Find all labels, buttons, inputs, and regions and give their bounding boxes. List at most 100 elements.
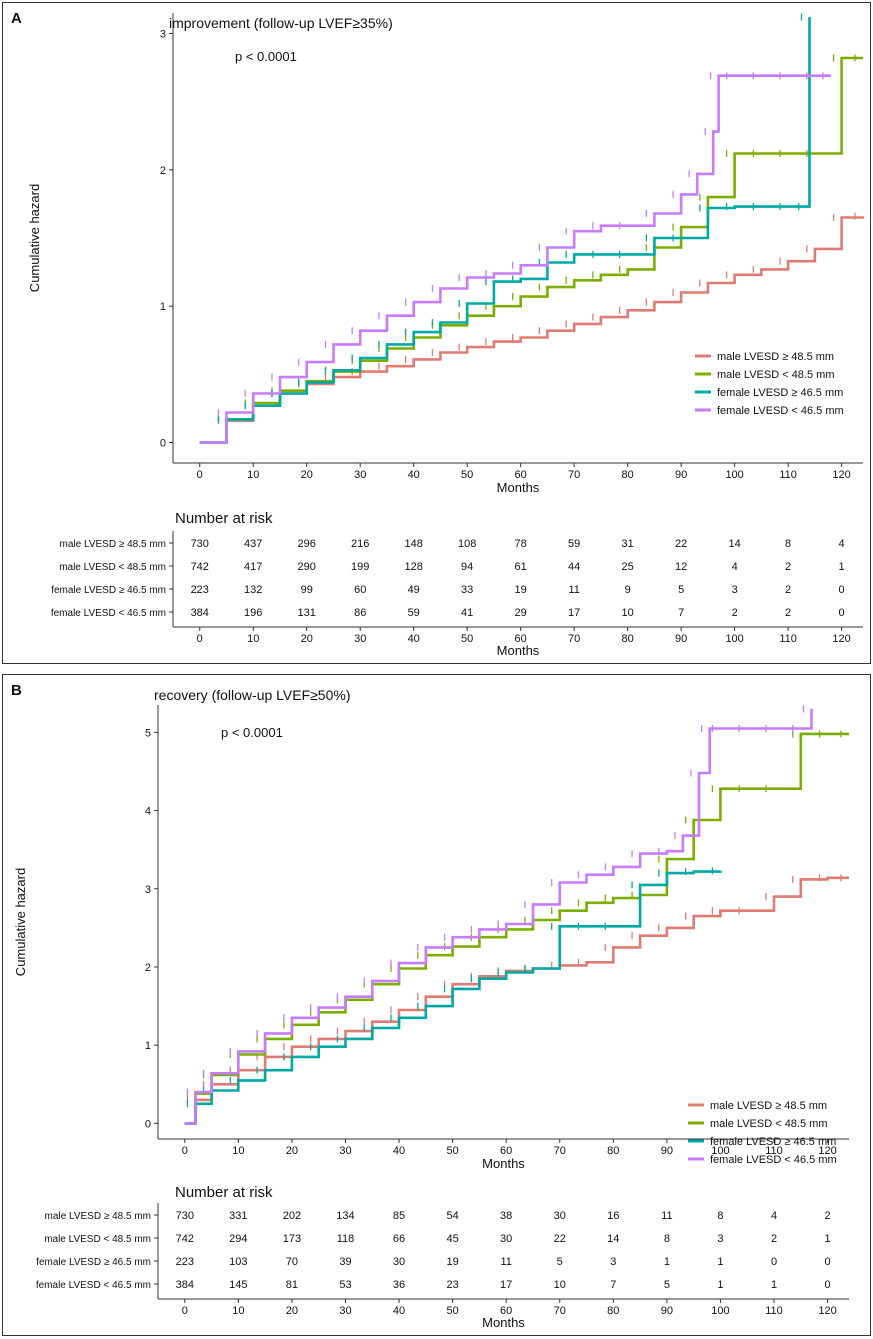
- risk-cell: 16: [607, 1210, 619, 1222]
- risk-cell: 14: [729, 538, 741, 550]
- risk-cell: 742: [191, 561, 209, 573]
- risk-cell: 2: [785, 607, 791, 619]
- risk-cell: 5: [664, 1279, 670, 1291]
- x-tick-label: 90: [675, 469, 687, 481]
- risk-cell: 296: [298, 538, 316, 550]
- risk-x-tick-label: 80: [607, 1305, 619, 1317]
- risk-cell: 196: [244, 607, 262, 619]
- risk-x-tick-label: 40: [393, 1305, 405, 1317]
- x-tick-label: 20: [301, 469, 313, 481]
- x-tick-label: 80: [607, 1145, 619, 1157]
- risk-x-tick-label: 20: [286, 1305, 298, 1317]
- risk-cell: 4: [839, 538, 845, 550]
- risk-cell: 25: [622, 561, 634, 573]
- risk-cell: 128: [405, 561, 423, 573]
- legend-label: male LVESD < 48.5 mm: [710, 1118, 827, 1130]
- risk-x-tick-label: 110: [765, 1305, 783, 1317]
- risk-x-tick-label: 20: [301, 633, 313, 645]
- risk-cell: 384: [176, 1279, 194, 1291]
- risk-cell: 730: [176, 1210, 194, 1222]
- risk-x-tick-label: 80: [622, 633, 634, 645]
- risk-cell: 41: [461, 607, 473, 619]
- risk-cell: 1: [825, 1233, 831, 1245]
- risk-cell: 1: [839, 561, 845, 573]
- x-tick-label: 120: [832, 469, 850, 481]
- panel-label: B: [11, 682, 22, 699]
- risk-cell: 216: [351, 538, 369, 550]
- y-tick-label: 5: [145, 727, 151, 739]
- risk-cell: 53: [339, 1279, 351, 1291]
- risk-cell: 223: [191, 584, 209, 596]
- risk-cell: 1: [717, 1256, 723, 1268]
- risk-cell: 118: [337, 1233, 355, 1245]
- risk-cell: 417: [244, 561, 262, 573]
- series-line-female_lt: [199, 74, 831, 444]
- risk-cell: 66: [393, 1233, 405, 1245]
- risk-x-tick-label: 110: [779, 633, 797, 645]
- y-tick-label: 2: [145, 962, 151, 974]
- x-tick-label: 120: [818, 1145, 836, 1157]
- risk-cell: 8: [664, 1233, 670, 1245]
- risk-x-tick-label: 70: [568, 633, 580, 645]
- risk-cell: 5: [678, 584, 684, 596]
- risk-x-tick-label: 0: [197, 633, 203, 645]
- risk-x-tick-label: 50: [446, 1305, 458, 1317]
- risk-cell: 59: [408, 607, 420, 619]
- p-value: p < 0.0001: [235, 49, 297, 64]
- x-tick-label: 50: [446, 1145, 458, 1157]
- risk-row-label: female LVESD < 46.5 mm: [36, 1280, 151, 1291]
- risk-cell: 11: [568, 584, 579, 596]
- risk-cell: 145: [229, 1279, 247, 1291]
- x-tick-label: 10: [247, 469, 259, 481]
- risk-table-title: Number at risk: [175, 1184, 273, 1201]
- risk-x-tick-label: 30: [339, 1305, 351, 1317]
- risk-row-label: male LVESD ≥ 48.5 mm: [60, 539, 166, 550]
- x-tick-label: 80: [622, 469, 634, 481]
- risk-cell: 2: [732, 607, 738, 619]
- x-tick-label: 0: [197, 469, 203, 481]
- y-tick-label: 2: [160, 165, 166, 177]
- x-tick-label: 10: [232, 1145, 244, 1157]
- risk-cell: 132: [244, 584, 262, 596]
- x-tick-label: 60: [515, 469, 527, 481]
- risk-x-tick-label: 40: [408, 633, 420, 645]
- y-tick-label: 3: [145, 884, 151, 896]
- risk-row-label: female LVESD ≥ 46.5 mm: [51, 585, 166, 596]
- series-line-male_lt: [184, 732, 849, 1125]
- risk-row-label: male LVESD < 48.5 mm: [44, 1234, 151, 1245]
- risk-cell: 11: [661, 1210, 672, 1222]
- risk-cell: 45: [446, 1233, 458, 1245]
- x-tick-label: 40: [408, 469, 420, 481]
- y-tick-label: 1: [145, 1040, 151, 1052]
- risk-cell: 10: [622, 607, 634, 619]
- x-tick-label: 40: [393, 1145, 405, 1157]
- risk-cell: 38: [500, 1210, 512, 1222]
- risk-cell: 60: [354, 584, 366, 596]
- risk-cell: 1: [771, 1279, 777, 1291]
- risk-x-tick-label: 10: [232, 1305, 244, 1317]
- risk-cell: 14: [607, 1233, 619, 1245]
- risk-x-tick-label: 100: [711, 1305, 729, 1317]
- risk-x-tick-label: 60: [500, 1305, 512, 1317]
- series-line-female_ge: [199, 17, 811, 444]
- risk-x-tick-label: 100: [725, 633, 743, 645]
- risk-x-tick-label: 120: [832, 633, 850, 645]
- risk-cell: 9: [625, 584, 631, 596]
- risk-cell: 61: [515, 561, 527, 573]
- risk-cell: 8: [785, 538, 791, 550]
- x-tick-label: 100: [711, 1145, 729, 1157]
- risk-cell: 290: [298, 561, 316, 573]
- risk-x-tick-label: 120: [818, 1305, 836, 1317]
- series-line-male_ge: [184, 876, 849, 1125]
- risk-cell: 7: [678, 607, 684, 619]
- risk-cell: 0: [825, 1279, 831, 1291]
- risk-cell: 0: [771, 1256, 777, 1268]
- risk-row-label: male LVESD < 48.5 mm: [59, 562, 166, 573]
- risk-cell: 94: [461, 561, 473, 573]
- risk-cell: 2: [785, 584, 791, 596]
- risk-x-tick-label: 70: [554, 1305, 566, 1317]
- risk-cell: 23: [446, 1279, 458, 1291]
